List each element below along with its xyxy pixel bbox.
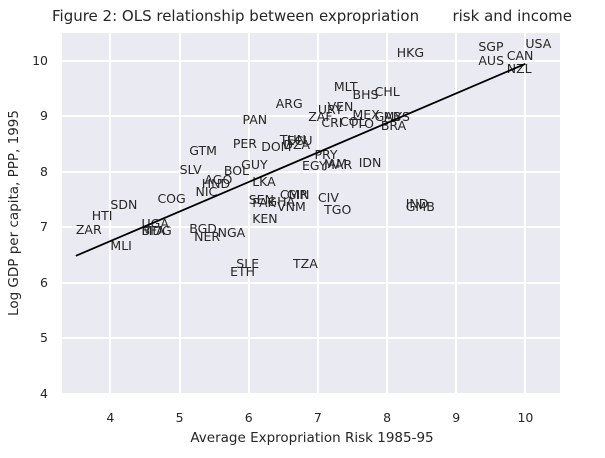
y-gridline xyxy=(62,393,560,395)
x-gridline xyxy=(247,33,250,394)
country-label-vnm: VNM xyxy=(277,198,306,214)
country-label-mex: MEX xyxy=(352,106,380,122)
country-label-civ: CIV xyxy=(317,189,339,205)
country-label-ecu: ECU xyxy=(286,132,313,148)
country-label-guy: GUY xyxy=(241,156,268,172)
country-label-dom: DOM xyxy=(261,138,292,154)
x-gridline xyxy=(109,33,112,394)
country-label-idn: IDN xyxy=(358,154,382,170)
y-gridline xyxy=(62,59,560,62)
country-label-bfa: BFA xyxy=(141,222,165,238)
y-tick-label: 4 xyxy=(40,386,48,401)
country-label-aus: AUS xyxy=(478,53,505,69)
country-label-mdg: MDG xyxy=(141,223,172,239)
country-label-nga: NGA xyxy=(217,224,246,240)
country-label-mli: MLI xyxy=(110,238,132,254)
country-label-chl: CHL xyxy=(374,84,400,100)
country-label-gha: GHA xyxy=(267,193,296,209)
country-label-tun: TUN xyxy=(279,132,307,148)
y-tick-label: 10 xyxy=(32,52,48,68)
country-label-tgo: TGO xyxy=(324,202,352,218)
country-label-ner: NER xyxy=(194,229,221,245)
country-label-slv: SLV xyxy=(179,161,202,177)
country-label-zaf: ZAF xyxy=(308,109,333,125)
country-label-arg: ARG xyxy=(275,96,303,112)
y-gridline xyxy=(62,281,560,284)
country-label-egy: EGY xyxy=(302,158,327,174)
y-gridline xyxy=(62,337,560,340)
country-label-hkg: HKG xyxy=(396,44,425,60)
country-label-eth: ETH xyxy=(230,263,255,279)
x-tick-label: 9 xyxy=(452,410,461,425)
y-tick-label: 7 xyxy=(40,219,48,235)
country-label-zar: ZAR xyxy=(75,221,102,237)
country-label-sdn: SDN xyxy=(110,197,138,213)
x-gridline xyxy=(386,33,389,394)
x-gridline xyxy=(524,33,527,394)
y-tick-label: 5 xyxy=(40,330,48,346)
country-label-sen: SEN xyxy=(248,192,274,208)
y-gridline xyxy=(62,226,560,229)
country-label-uga: UGA xyxy=(141,216,169,232)
y-tick-label: 9 xyxy=(40,108,48,124)
country-label-hnd: HND xyxy=(201,176,231,192)
country-label-sle: SLE xyxy=(236,256,260,272)
country-label-dza: DZA xyxy=(283,137,311,153)
country-label-ago: AGO xyxy=(204,171,233,187)
country-label-ven: VEN xyxy=(327,99,354,115)
country-label-usa: USA xyxy=(525,35,552,51)
country-label-bgd: BGD xyxy=(189,221,217,237)
country-label-bol: BOL xyxy=(223,162,250,178)
country-label-cmr: CMR xyxy=(279,186,309,202)
x-tick-label: 6 xyxy=(244,410,253,425)
country-label-hti: HTI xyxy=(91,207,113,223)
country-label-gtm: GTM xyxy=(189,142,217,158)
y-gridline xyxy=(62,170,560,173)
country-label-per: PER xyxy=(232,136,257,152)
country-label-nzl: NZL xyxy=(506,61,532,77)
country-label-sgp: SGP xyxy=(478,39,504,55)
country-label-mys: MYS xyxy=(383,109,410,125)
x-tick-label: 4 xyxy=(106,410,115,425)
country-label-cri: CRI xyxy=(321,114,343,130)
x-tick-label: 7 xyxy=(313,410,322,425)
x-axis-label: Average Expropriation Risk 1985-95 xyxy=(190,430,434,446)
country-label-ken: KEN xyxy=(252,211,278,227)
country-label-tto: TTO xyxy=(349,116,374,132)
country-label-nic: NIC xyxy=(195,184,218,200)
x-tick-label: 8 xyxy=(383,410,392,425)
country-label-pan: PAN xyxy=(242,112,268,128)
country-label-ury: URY xyxy=(317,101,343,117)
x-tick-label: 10 xyxy=(517,410,534,425)
country-label-gin: GIN xyxy=(286,187,310,203)
y-gridline xyxy=(62,115,560,118)
country-label-mar: MAR xyxy=(324,156,353,172)
country-label-cog: COG xyxy=(157,191,186,207)
x-gridline xyxy=(316,33,319,394)
y-tick-label: 8 xyxy=(40,163,48,179)
ols-trendline xyxy=(75,62,526,257)
x-tick-label: 5 xyxy=(175,410,184,425)
country-label-mlt: MLT xyxy=(333,79,358,95)
x-gridline xyxy=(455,33,458,394)
country-label-pak: PAK xyxy=(252,194,276,210)
y-tick-label: 6 xyxy=(40,274,48,290)
country-label-can: CAN xyxy=(506,48,534,64)
country-label-col: COL xyxy=(340,113,366,129)
figure-title: Figure 2: OLS relationship between expro… xyxy=(51,7,573,25)
country-label-jam: JAM xyxy=(324,155,347,171)
country-label-gmb: GMB xyxy=(405,199,435,215)
country-label-ind: IND xyxy=(405,196,429,212)
x-gridline xyxy=(178,33,181,394)
plot-area: ZAR HTI MLI SDN UGA BFA MDG COG SLV GTM BGD NER NIC H… xyxy=(62,33,560,395)
country-label-tza: TZA xyxy=(293,256,318,272)
country-label-bhs: BHS xyxy=(352,87,379,103)
